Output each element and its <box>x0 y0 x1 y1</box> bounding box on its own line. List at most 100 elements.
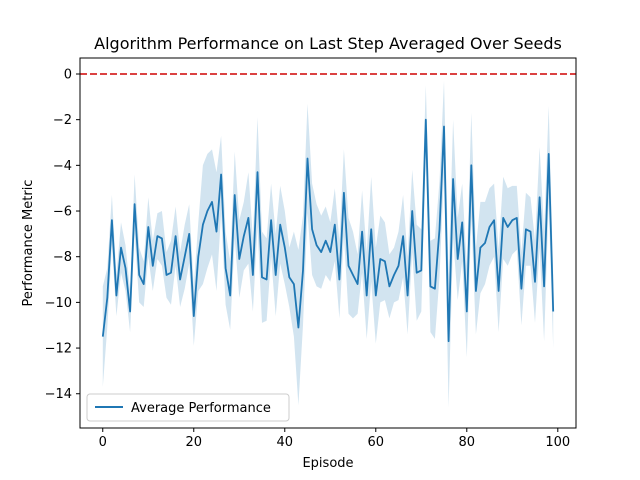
data-point <box>352 274 354 276</box>
data-point <box>407 295 409 297</box>
data-point <box>193 315 195 317</box>
series-line-average-performance <box>101 118 555 343</box>
data-point <box>152 265 154 267</box>
data-point <box>388 285 390 287</box>
data-point <box>489 226 491 228</box>
data-point <box>279 224 281 226</box>
data-point <box>516 217 518 219</box>
y-tick-label: −10 <box>45 296 72 311</box>
data-point <box>370 228 372 230</box>
data-point <box>457 258 459 260</box>
data-point <box>325 240 327 242</box>
data-point <box>275 274 277 276</box>
data-point <box>439 228 441 230</box>
data-point <box>143 283 145 285</box>
data-point <box>120 247 122 249</box>
data-point <box>247 217 249 219</box>
data-point <box>288 276 290 278</box>
data-point <box>539 196 541 198</box>
data-point <box>229 295 231 297</box>
x-tick-label: 100 <box>545 435 570 450</box>
data-point <box>470 164 472 166</box>
legend: Average Performance <box>86 393 290 422</box>
y-tick-label: 0 <box>64 67 72 82</box>
data-point <box>243 235 245 237</box>
data-point <box>498 290 500 292</box>
data-point <box>434 288 436 290</box>
data-point <box>161 237 163 239</box>
data-point <box>338 279 340 281</box>
data-point <box>443 126 445 128</box>
data-point <box>225 267 227 269</box>
data-point <box>307 158 309 160</box>
data-point <box>361 231 363 233</box>
data-point <box>543 285 545 287</box>
data-point <box>188 233 190 235</box>
data-point <box>525 228 527 230</box>
data-point <box>429 285 431 287</box>
data-point <box>530 231 532 233</box>
x-axis-title: Episode <box>302 456 353 471</box>
plot-area <box>80 73 576 408</box>
y-tick-label: −6 <box>53 205 72 220</box>
data-point <box>115 295 117 297</box>
data-point <box>111 219 113 221</box>
data-point <box>411 210 413 212</box>
data-point <box>493 219 495 221</box>
y-tick-label: −8 <box>53 250 72 265</box>
data-point <box>284 247 286 249</box>
data-point <box>311 228 313 230</box>
data-point <box>507 226 509 228</box>
data-point <box>238 258 240 260</box>
data-point <box>343 192 345 194</box>
data-point <box>452 178 454 180</box>
x-tick-label: 20 <box>185 435 202 450</box>
data-point <box>147 226 149 228</box>
y-tick-label: −12 <box>45 342 72 357</box>
data-point <box>484 242 486 244</box>
data-point <box>266 279 268 281</box>
x-tick-label: 60 <box>368 435 385 450</box>
data-point <box>548 153 550 155</box>
data-point <box>384 260 386 262</box>
data-point <box>234 194 236 196</box>
data-point <box>220 174 222 176</box>
data-point <box>461 221 463 223</box>
data-point <box>202 224 204 226</box>
data-point <box>216 231 218 233</box>
x-tick-label: 80 <box>459 435 476 450</box>
data-point <box>316 244 318 246</box>
data-point <box>134 203 136 205</box>
data-point <box>184 256 186 258</box>
data-point <box>552 311 554 313</box>
data-point <box>329 251 331 253</box>
data-point <box>179 279 181 281</box>
data-point <box>420 269 422 271</box>
data-point <box>348 265 350 267</box>
plot-frame <box>79 57 577 429</box>
data-point <box>211 201 213 203</box>
data-point <box>379 258 381 260</box>
y-tick-label: −14 <box>45 387 72 402</box>
chart-title: Algorithm Performance on Last Step Avera… <box>94 34 562 53</box>
data-point <box>357 283 359 285</box>
data-point <box>416 272 418 274</box>
data-point <box>502 217 504 219</box>
legend-label: Average Performance <box>131 401 271 416</box>
data-point <box>293 283 295 285</box>
data-point <box>302 269 304 271</box>
data-point <box>366 295 368 297</box>
data-point <box>261 276 263 278</box>
data-point <box>175 235 177 237</box>
axis-ticks: 0 20 40 60 80 100 0 −2 −4 −6 −8 −10 −12 −14 <box>45 67 571 450</box>
data-point <box>375 295 377 297</box>
data-point <box>402 235 404 237</box>
data-point <box>270 219 272 221</box>
data-point <box>206 210 208 212</box>
data-point <box>475 290 477 292</box>
data-point <box>129 311 131 313</box>
data-point <box>398 265 400 267</box>
data-point <box>334 224 336 226</box>
data-point <box>393 274 395 276</box>
